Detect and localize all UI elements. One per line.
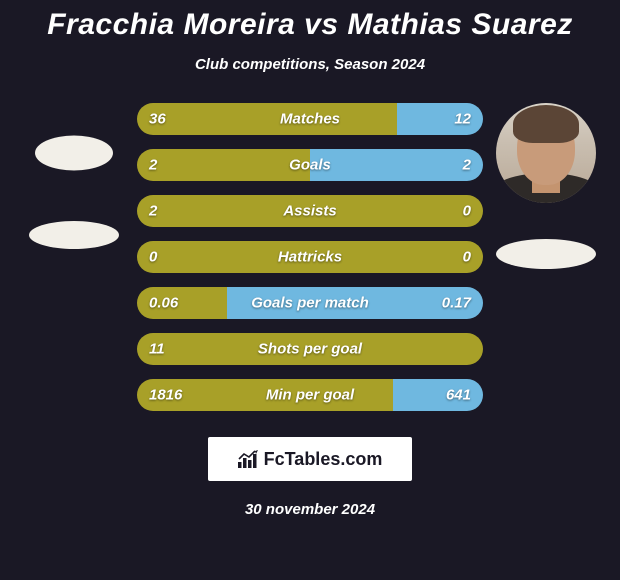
stat-label: Min per goal: [266, 387, 354, 404]
stat-bar-right: [310, 149, 483, 181]
player-right-avatar: [496, 103, 596, 203]
player-left-avatar-column: [19, 103, 129, 249]
brand-logo[interactable]: FcTables.com: [208, 437, 412, 481]
stat-value-right: 641: [446, 387, 471, 404]
brand-name: FcTables.com: [264, 449, 383, 470]
stat-value-left: 0: [149, 249, 157, 266]
stat-row: Assists 2 0: [137, 195, 483, 227]
stat-row: Matches 36 12: [137, 103, 483, 135]
stat-bar-left: [137, 103, 397, 135]
stat-value-right: 0: [463, 203, 471, 220]
stat-value-right: 0: [463, 249, 471, 266]
player-left-badge-placeholder: [29, 221, 119, 249]
stat-row: Goals per match 0.06 0.17: [137, 287, 483, 319]
stat-label: Matches: [280, 111, 340, 128]
stat-value-left: 2: [149, 157, 157, 174]
stat-label: Goals per match: [251, 295, 369, 312]
player-right-avatar-column: [491, 103, 601, 269]
player-left-avatar: [35, 136, 113, 171]
stat-label: Shots per goal: [258, 341, 362, 358]
stat-label: Goals: [289, 157, 331, 174]
footer-date: 30 november 2024: [245, 501, 375, 518]
stat-label: Assists: [283, 203, 336, 220]
page-title: Fracchia Moreira vs Mathias Suarez: [47, 8, 573, 42]
chart-icon: [238, 450, 260, 468]
stat-row: Goals 2 2: [137, 149, 483, 181]
page-subtitle: Club competitions, Season 2024: [195, 56, 425, 73]
player-right-badge-placeholder: [496, 239, 596, 269]
stat-bars: Matches 36 12 Goals 2 2 Assists 2 0 Hattricks 0 0 Go…: [137, 103, 483, 411]
stat-value-left: 2: [149, 203, 157, 220]
stat-label: Hattricks: [278, 249, 342, 266]
stat-value-left: 11: [149, 341, 165, 358]
stats-area: Matches 36 12 Goals 2 2 Assists 2 0 Hattricks 0 0 Go…: [0, 103, 620, 411]
stat-bar-left: [137, 149, 310, 181]
stat-value-left: 1816: [149, 387, 182, 404]
stat-row: Hattricks 0 0: [137, 241, 483, 273]
stat-value-left: 36: [149, 111, 166, 128]
stat-row: Min per goal 1816 641: [137, 379, 483, 411]
stat-value-right: 2: [463, 157, 471, 174]
stat-value-right: 0.17: [442, 295, 471, 312]
stat-value-right: 12: [454, 111, 471, 128]
stat-value-left: 0.06: [149, 295, 178, 312]
stat-row: Shots per goal 11: [137, 333, 483, 365]
